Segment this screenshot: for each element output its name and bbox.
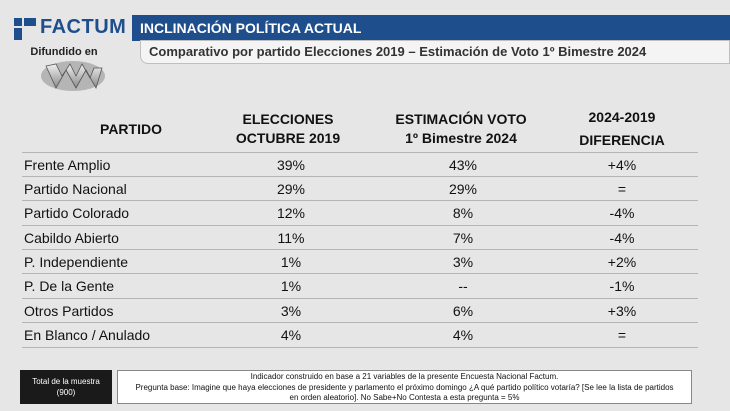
note-line: Indicador construido en base a 21 variab… [250,372,559,381]
value-diff: = [617,327,627,343]
value-diff: +3% [607,303,637,319]
value-2019: 1% [280,278,302,294]
factum-logo-mark [14,18,36,40]
party-name: P. Independiente [24,254,129,270]
note-line: Pregunta base: Imagine que haya eleccion… [135,382,674,392]
column-header-line: ESTIMACIÓN VOTO [395,111,527,127]
value-diff: -4% [609,230,635,246]
table-row: Otros Partidos 3% 6% +3% [22,298,698,323]
table-row: Partido Colorado 12% 8% -4% [22,200,698,225]
value-2024: 8% [452,205,474,221]
column-header-line: OCTUBRE 2019 [235,130,341,146]
party-name: Frente Amplio [24,157,111,173]
brand-name: FACTUM [40,16,127,38]
value-2019: 1% [280,254,302,270]
column-header-line: DIFERENCIA [579,132,665,148]
value-2019: 3% [280,303,302,319]
party-name: P. De la Gente [24,278,115,294]
column-header-partido: PARTIDO [66,120,196,139]
value-diff: -1% [609,278,635,294]
factum-logo: FACTUM Difundido en [14,14,127,91]
party-name: Partido Nacional [24,181,127,197]
channel-logo-icon [41,61,105,91]
value-2024: 4% [452,327,474,343]
value-diff: = [617,181,627,197]
column-header-line: 2024-2019 [588,109,656,125]
party-name: Cabildo Abierto [24,230,119,246]
value-2024: 3% [452,254,474,270]
methodology-note: Indicador construido en base a 21 variab… [117,370,692,404]
value-2019: 4% [280,327,302,343]
column-header-estimacion: ESTIMACIÓN VOTO 1º Bimestre 2024 [386,110,536,148]
value-2024: 29% [448,181,478,197]
table-row: En Blanco / Anulado 4% 4% = [22,322,698,348]
column-header-line: 1º Bimestre 2024 [405,130,517,146]
column-header-elecciones: ELECCIONES OCTUBRE 2019 [228,110,348,148]
party-name: Otros Partidos [24,303,114,319]
value-2024: -- [458,278,468,294]
value-diff: +4% [607,157,637,173]
party-name: Partido Colorado [24,205,130,221]
value-2024: 43% [448,157,478,173]
table-row: Partido Nacional 29% 29% = [22,176,698,201]
note-line: en orden aleatorio]. No Sabe+No Contesta… [289,393,520,402]
value-2019: 11% [277,230,305,246]
brand-sub: Difundido en [30,46,98,58]
value-diff: +2% [607,254,637,270]
value-2024: 6% [452,303,474,319]
sample-size-value: (900) [56,388,76,397]
column-header-line: ELECCIONES [242,111,334,127]
party-name: En Blanco / Anulado [24,327,151,343]
table-row: P. De la Gente 1% -- -1% [22,273,698,298]
sample-size-label: Total de la muestra [32,377,100,386]
value-2024: 7% [452,230,474,246]
table-row: P. Independiente 1% 3% +2% [22,249,698,274]
header-title-bar: INCLINACIÓN POLÍTICA ACTUAL [132,15,730,41]
value-2019: 39% [276,157,306,173]
value-2019: 29% [276,181,306,197]
table-row: Cabildo Abierto 11% 7% -4% [22,225,698,250]
table-row: Frente Amplio 39% 43% +4% [22,152,698,177]
header-subtitle: Comparativo por partido Elecciones 2019 … [140,40,730,64]
column-header-diferencia: 2024-2019 DIFERENCIA [562,106,682,152]
value-diff: -4% [609,205,635,221]
sample-size-box: Total de la muestra (900) [20,370,112,404]
column-header-line: PARTIDO [100,121,162,137]
value-2019: 12% [276,205,306,221]
